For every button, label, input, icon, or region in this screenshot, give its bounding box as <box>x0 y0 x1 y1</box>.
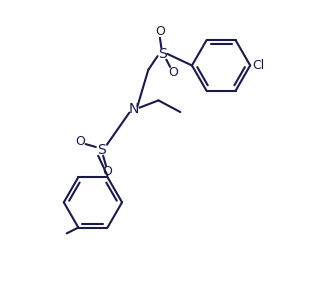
Text: S: S <box>97 143 106 157</box>
Text: O: O <box>168 66 178 79</box>
Text: S: S <box>159 47 167 61</box>
Text: O: O <box>103 165 112 178</box>
Text: Cl: Cl <box>252 59 265 72</box>
Text: N: N <box>128 102 139 116</box>
Text: O: O <box>75 135 85 148</box>
Text: O: O <box>155 26 165 39</box>
